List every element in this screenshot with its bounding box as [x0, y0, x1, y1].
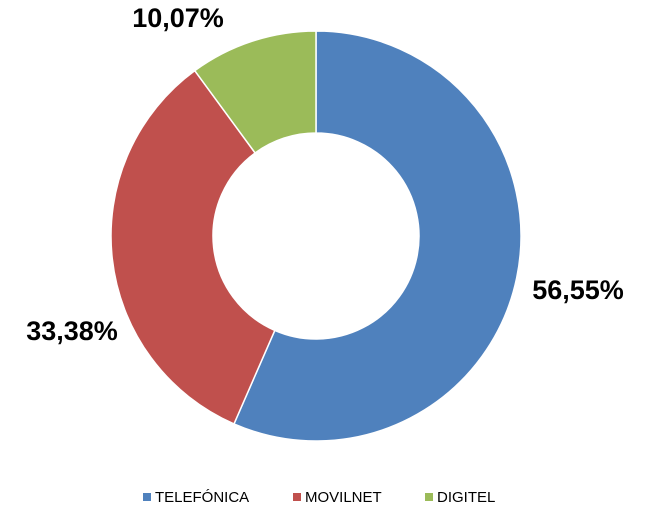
data-label: 33,38%: [26, 316, 118, 346]
legend-label: TELEFÓNICA: [155, 489, 249, 506]
legend-label: MOVILNET: [305, 489, 382, 506]
donut-slice: [193, 30, 317, 154]
donut-slice: [233, 30, 522, 442]
legend-swatch: [143, 493, 151, 501]
legend-label: DIGITEL: [437, 489, 495, 506]
data-label: 10,07%: [132, 3, 224, 33]
donut-slice: [110, 69, 276, 425]
legend-swatch: [293, 493, 301, 501]
legend-swatch: [425, 493, 433, 501]
data-label: 56,55%: [532, 275, 624, 305]
